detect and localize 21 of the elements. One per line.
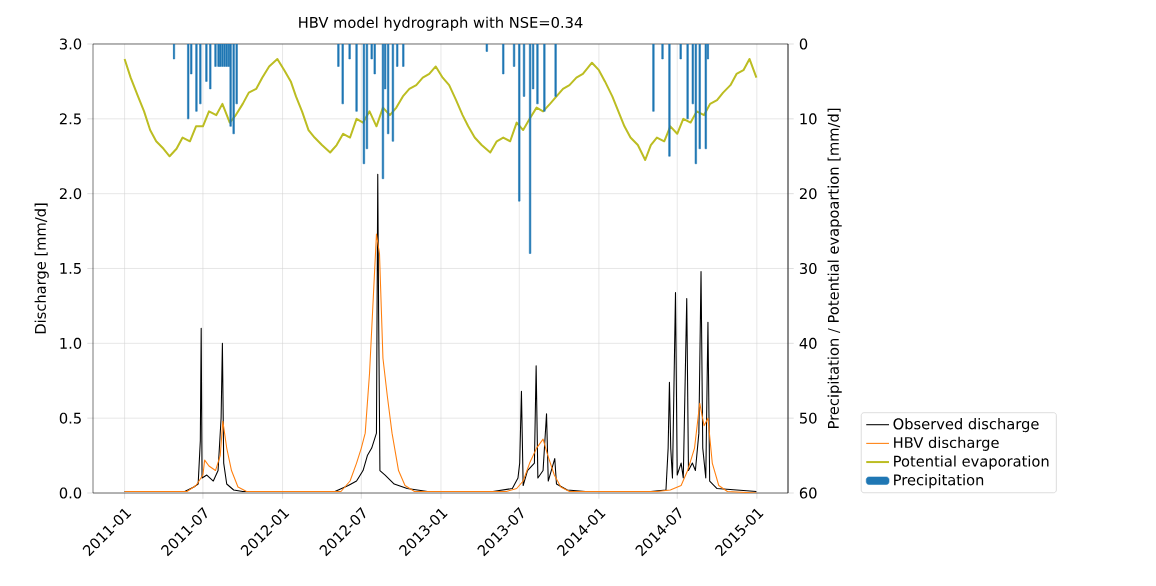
y2-tick-label: 0: [799, 38, 808, 50]
y-tick-label: 0.0: [59, 487, 82, 499]
y2-tick-label: 40: [799, 337, 817, 349]
legend-label: Potential evaporation: [894, 455, 1049, 470]
y-tick-label: 0.5: [59, 412, 81, 424]
y2-tick-label: 20: [799, 188, 817, 200]
legend-label: Precipitation: [894, 474, 984, 489]
chart-title: HBV model hydrograph with NSE=0.34: [299, 16, 583, 31]
y-tick-label: 1.0: [60, 337, 82, 349]
legend-label: Observed discharge: [893, 418, 1039, 433]
y2-tick-label: 50: [799, 412, 817, 424]
y2-tick-label: 10: [800, 113, 817, 125]
y-tick-label: 2.5: [59, 113, 81, 125]
y2-tick-label: 30: [799, 262, 817, 275]
y-tick-label: 3.0: [59, 38, 82, 50]
legend-label: HBV discharge: [894, 436, 999, 451]
y-tick-label: 1.5: [60, 263, 81, 274]
y-axis-title: Discharge [mm/d]: [34, 203, 49, 334]
y2-axis-title: Precipitation / Potential evapoartion [mm/d]: [827, 108, 842, 428]
y2-tick-label: 60: [799, 487, 817, 499]
y-tick-label: 2.0: [59, 188, 82, 200]
